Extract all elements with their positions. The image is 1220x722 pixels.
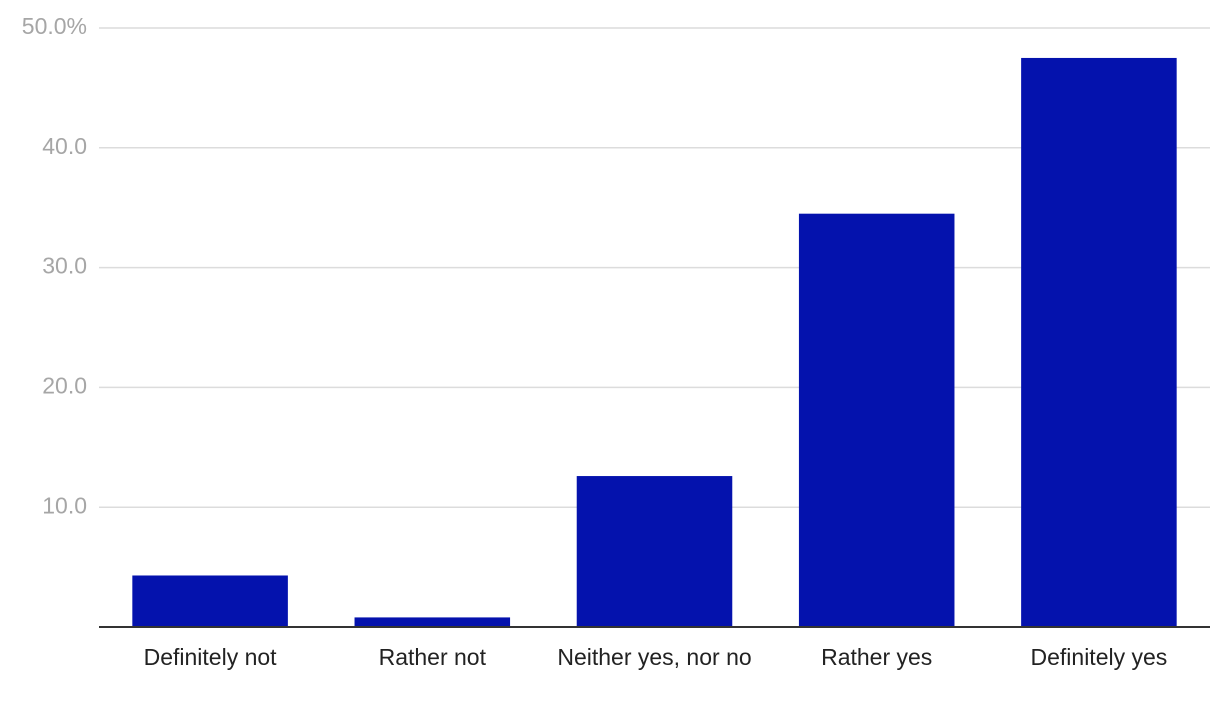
bar bbox=[132, 575, 288, 627]
bar bbox=[798, 213, 955, 627]
bar bbox=[354, 617, 511, 627]
y-tick-label: 30.0 bbox=[42, 253, 87, 279]
y-tick-label: 40.0 bbox=[42, 133, 87, 159]
x-tick-label: Rather not bbox=[378, 644, 486, 670]
x-tick-label: Definitely yes bbox=[1030, 644, 1168, 670]
bar bbox=[576, 476, 733, 627]
y-tick-label: 10.0 bbox=[42, 492, 87, 518]
x-tick-label: Definitely not bbox=[143, 644, 277, 670]
bar bbox=[1021, 57, 1177, 627]
x-tick-label: Neither yes, nor no bbox=[557, 644, 752, 670]
y-tick-label: 20.0 bbox=[42, 372, 87, 398]
x-tick-label: Rather yes bbox=[821, 644, 933, 670]
y-tick-label: 50.0% bbox=[22, 13, 87, 39]
